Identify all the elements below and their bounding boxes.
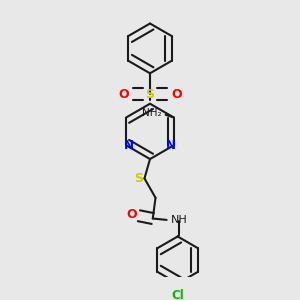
Text: O: O <box>127 208 137 221</box>
Text: N: N <box>124 139 134 152</box>
Text: NH: NH <box>171 215 188 225</box>
Text: O: O <box>118 88 129 100</box>
Text: S: S <box>134 172 143 185</box>
Text: Cl: Cl <box>171 289 184 300</box>
Text: NH₂: NH₂ <box>142 108 161 118</box>
Text: N: N <box>166 139 176 152</box>
Text: S: S <box>146 88 154 100</box>
Text: O: O <box>171 88 181 100</box>
